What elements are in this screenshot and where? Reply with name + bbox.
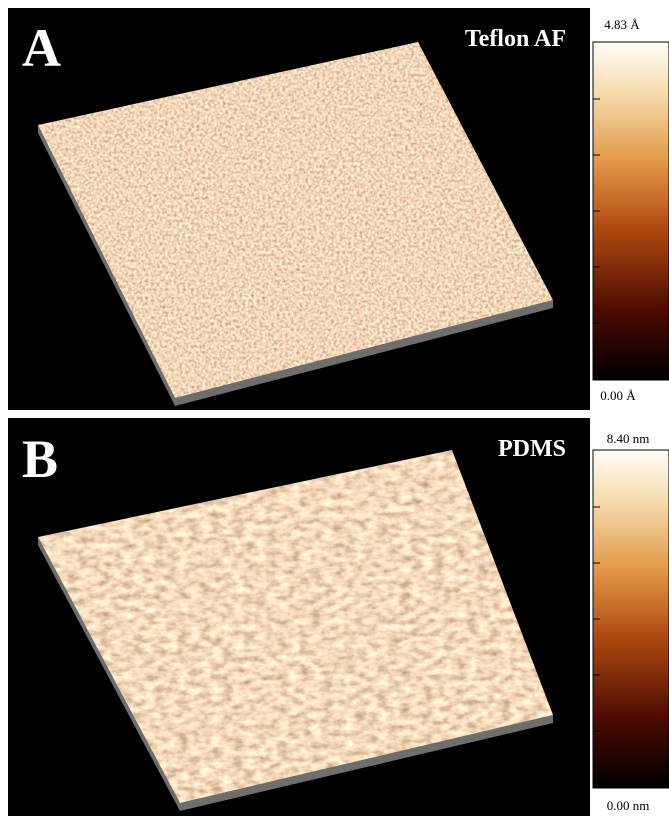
scale-max: 4.83 Å <box>604 17 640 32</box>
scale-min: 0.00 Å <box>600 388 636 403</box>
colorbar <box>593 42 669 380</box>
panel-letter: B <box>22 429 58 489</box>
figure: A Teflon AF 4.83 Å 0.00 Å B PDMS 8.40 nm… <box>0 0 669 819</box>
panel-label: PDMS <box>498 436 566 462</box>
panel-letter: A <box>22 18 61 78</box>
scale-min: 0.00 nm <box>607 798 650 813</box>
colorbar <box>593 450 669 788</box>
panel-label: Teflon AF <box>465 26 566 52</box>
scale-max: 8.40 nm <box>607 431 650 446</box>
